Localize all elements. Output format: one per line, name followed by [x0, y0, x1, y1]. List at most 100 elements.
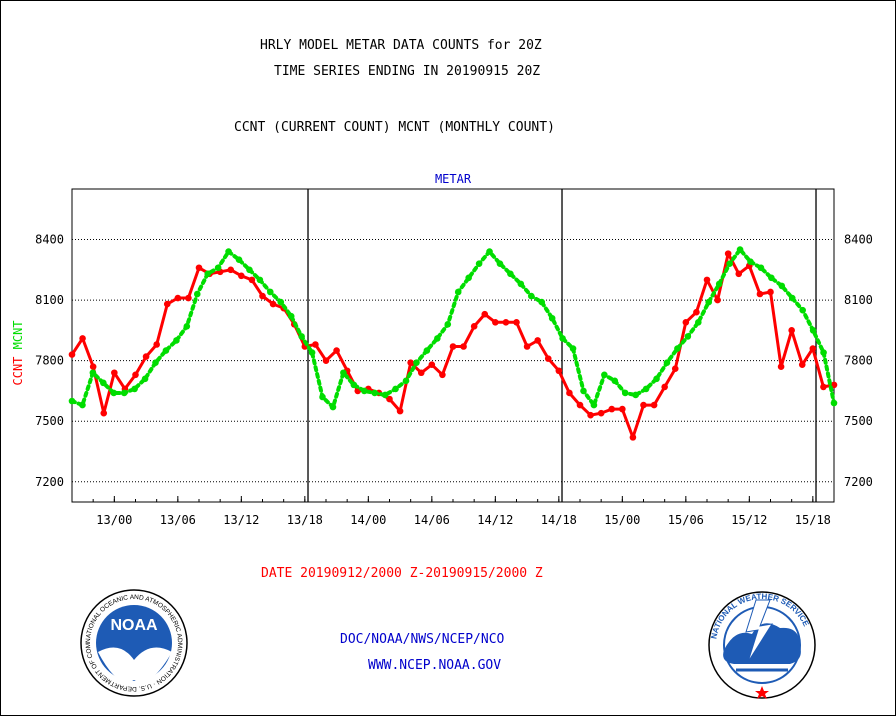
data-point-ccnt	[153, 341, 160, 348]
y-tick-label-left: 8100	[35, 293, 64, 307]
data-point-mcnt	[193, 290, 201, 298]
y-tick-label-right: 8400	[844, 232, 873, 246]
data-point-mcnt	[402, 377, 410, 385]
data-point-ccnt	[68, 351, 76, 358]
y-tick-label-right: 8100	[844, 293, 873, 307]
data-point-mcnt	[475, 260, 483, 268]
data-point-ccnt	[174, 294, 182, 302]
data-point-ccnt	[661, 383, 668, 391]
data-point-mcnt	[757, 264, 765, 272]
x-tick-label: 15/18	[795, 513, 831, 527]
data-point-ccnt	[417, 369, 425, 377]
data-point-mcnt	[214, 264, 222, 272]
x-tick-label: 13/06	[160, 513, 196, 527]
data-point-mcnt	[726, 260, 733, 268]
x-tick-label: 13/18	[287, 513, 323, 527]
data-point-ccnt	[777, 363, 785, 371]
data-point-ccnt	[142, 353, 150, 360]
data-point-mcnt	[131, 385, 138, 393]
data-point-ccnt	[449, 343, 457, 350]
data-point-ccnt	[248, 276, 256, 284]
data-point-mcnt	[204, 270, 211, 278]
data-point-ccnt	[788, 327, 795, 334]
data-point-ccnt	[809, 345, 817, 352]
x-tick-label: 13/12	[223, 513, 259, 527]
data-point-mcnt	[371, 389, 379, 397]
data-point-ccnt	[767, 288, 774, 296]
data-point-mcnt	[319, 393, 326, 401]
data-point-ccnt	[703, 276, 711, 284]
data-point-mcnt	[298, 333, 305, 340]
data-point-mcnt	[548, 314, 556, 322]
data-point-mcnt	[569, 345, 577, 352]
data-point-ccnt	[396, 407, 404, 415]
data-point-mcnt	[580, 387, 587, 395]
x-tick-label: 14/12	[477, 513, 513, 527]
data-point-mcnt	[632, 391, 639, 399]
data-point-ccnt	[682, 318, 690, 326]
data-point-mcnt	[246, 266, 253, 274]
data-point-ccnt	[79, 335, 86, 342]
data-point-mcnt	[715, 280, 723, 288]
data-point-mcnt	[350, 381, 358, 389]
data-point-ccnt	[238, 272, 245, 280]
data-point-mcnt	[120, 389, 128, 397]
y-tick-label-left: 8400	[35, 232, 64, 246]
data-point-ccnt	[259, 292, 266, 300]
data-point-mcnt	[454, 288, 462, 296]
data-point-mcnt	[611, 377, 619, 385]
x-tick-label: 14/00	[350, 513, 386, 527]
data-point-mcnt	[527, 292, 535, 300]
data-point-mcnt	[674, 345, 681, 352]
data-point-mcnt	[799, 306, 806, 314]
data-point-mcnt	[736, 246, 744, 253]
org-label[interactable]: DOC/NOAA/NWS/NCEP/NCO	[340, 632, 505, 647]
data-point-ccnt	[587, 411, 594, 419]
data-point-ccnt	[629, 434, 637, 441]
x-tick-label: 14/18	[541, 513, 577, 527]
y-tick-label-right: 7500	[844, 414, 873, 428]
data-point-ccnt	[163, 300, 171, 308]
data-point-ccnt	[492, 318, 499, 326]
y-tick-label-right: 7200	[844, 475, 873, 489]
x-tick-label: 14/06	[414, 513, 450, 527]
y-tick-label-left: 7800	[35, 354, 64, 368]
data-point-mcnt	[256, 276, 264, 284]
data-point-ccnt	[523, 343, 531, 350]
data-point-ccnt	[640, 401, 647, 409]
data-point-ccnt	[820, 383, 827, 391]
data-point-mcnt	[705, 298, 713, 306]
data-point-mcnt	[152, 359, 159, 366]
data-point-mcnt	[695, 318, 702, 326]
y-tick-label-left: 7200	[35, 475, 64, 489]
x-tick-label: 15/00	[604, 513, 640, 527]
data-point-ccnt	[333, 347, 340, 354]
data-point-ccnt	[386, 395, 393, 403]
data-point-mcnt	[287, 312, 295, 320]
data-point-ccnt	[428, 361, 436, 368]
data-point-ccnt	[566, 389, 573, 397]
data-point-ccnt	[111, 369, 118, 377]
data-point-ccnt	[322, 357, 330, 364]
data-point-mcnt	[538, 298, 546, 306]
data-point-ccnt	[534, 337, 541, 344]
data-point-ccnt	[269, 300, 277, 308]
data-point-mcnt	[684, 333, 692, 340]
data-point-mcnt	[110, 389, 118, 397]
data-point-mcnt	[820, 349, 827, 356]
data-point-mcnt	[830, 399, 838, 407]
data-point-ccnt	[312, 341, 319, 348]
url-link[interactable]: WWW.NCEP.NOAA.GOV	[368, 658, 502, 673]
data-point-mcnt	[381, 391, 389, 399]
x-tick-label: 13/00	[96, 513, 132, 527]
data-point-ccnt	[544, 355, 552, 362]
data-point-mcnt	[486, 248, 493, 255]
data-point-mcnt	[68, 397, 76, 405]
data-point-mcnt	[809, 327, 817, 334]
data-point-ccnt	[650, 401, 658, 409]
data-point-mcnt	[496, 260, 504, 268]
data-point-mcnt	[235, 256, 243, 263]
data-point-mcnt	[559, 335, 566, 342]
data-point-ccnt	[513, 318, 520, 326]
data-point-ccnt	[502, 318, 510, 326]
